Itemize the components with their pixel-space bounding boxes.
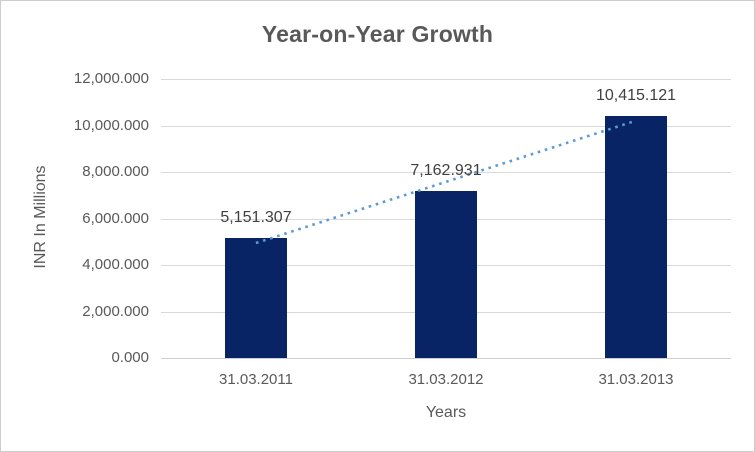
bar [225, 238, 287, 358]
bar-data-label: 5,151.307 [220, 209, 292, 226]
plot-area [161, 79, 731, 359]
y-tick-label: 8,000.000 [82, 163, 149, 180]
bar [605, 116, 667, 358]
y-tick-label: 10,000.000 [73, 117, 149, 134]
x-tick-label: 31.03.2013 [598, 371, 674, 388]
y-tick-label: 2,000.000 [82, 303, 149, 320]
y-tick-label: 6,000.000 [82, 210, 149, 227]
bar-data-label: 10,415.121 [595, 87, 677, 104]
x-axis-title: Years [425, 404, 467, 421]
bar-data-label: 7,162.931 [410, 162, 482, 179]
gridline [161, 79, 731, 80]
gridline [161, 172, 731, 173]
bar [415, 191, 477, 358]
y-tick-label: 0.000 [111, 349, 149, 366]
y-tick-label: 12,000.000 [73, 70, 149, 87]
chart-title: Year-on-Year Growth [261, 21, 494, 47]
x-tick-label: 31.03.2011 [219, 371, 293, 388]
gridline [161, 126, 731, 127]
y-tick-label: 4,000.000 [82, 256, 149, 273]
x-tick-label: 31.03.2012 [408, 371, 484, 388]
